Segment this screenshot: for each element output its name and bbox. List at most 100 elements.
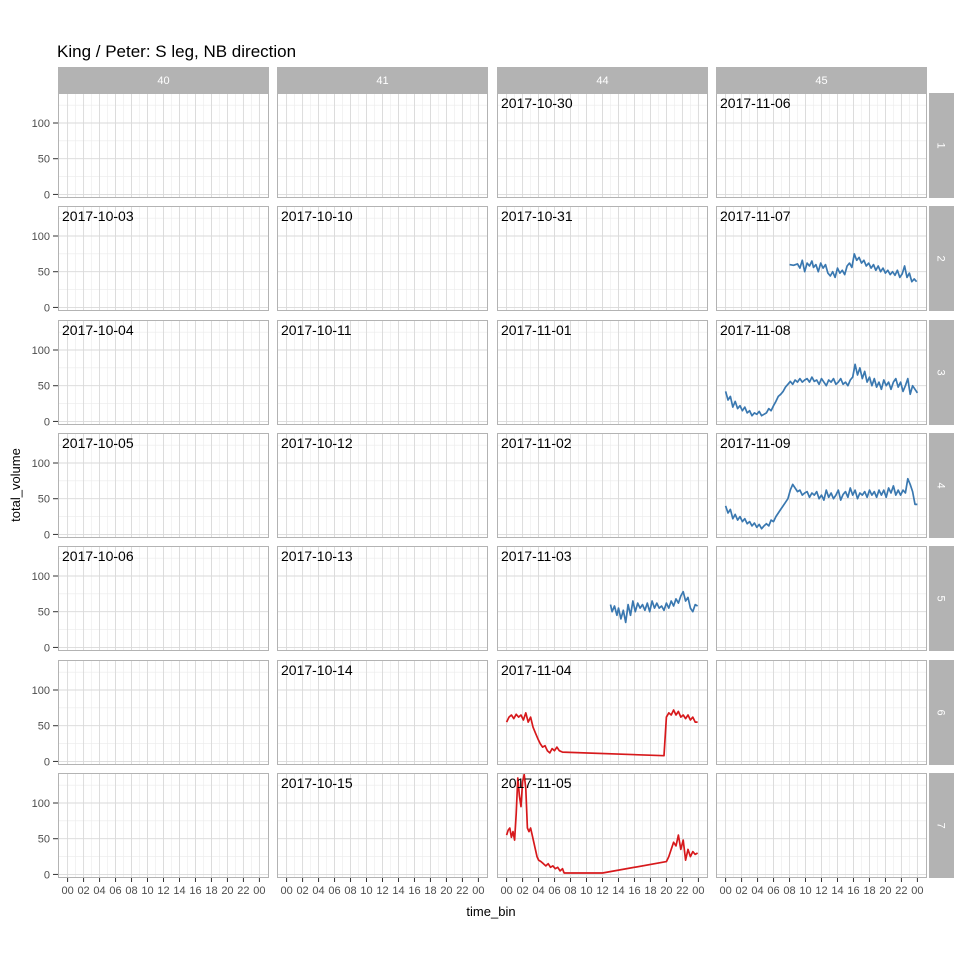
- panel-date-label: 2017-11-06: [720, 95, 791, 111]
- x-tick-label: 04: [532, 885, 544, 897]
- y-tick-label: 50: [38, 381, 50, 393]
- panel-r5-c3: [716, 660, 927, 765]
- strip-background: [929, 320, 954, 425]
- x-tick-label: 16: [847, 885, 859, 897]
- y-tick-label: 50: [38, 721, 50, 733]
- y-tick-label: 100: [32, 798, 50, 810]
- panel-border: [277, 773, 488, 878]
- panel-date-label: 2017-10-15: [281, 775, 353, 791]
- panel-date-label: 2017-11-07: [720, 208, 791, 224]
- col-strip-label: 41: [376, 75, 388, 87]
- row-strip-label: 7: [935, 822, 947, 828]
- x-tick-label: 10: [580, 885, 592, 897]
- row-strip-1: 1: [929, 93, 954, 198]
- col-strip-label: 40: [157, 75, 169, 87]
- panel-date-label: 2017-11-02: [501, 435, 572, 451]
- x-tick-label: 02: [735, 885, 747, 897]
- panel-date-label: 2017-10-31: [501, 208, 573, 224]
- strip-background: [929, 433, 954, 538]
- y-tick-label: 50: [38, 834, 50, 846]
- panel-r6-c0: [58, 773, 269, 878]
- row-strip-label: 2: [935, 255, 947, 261]
- row-strip-3: 3: [929, 320, 954, 425]
- panel-border: [277, 206, 488, 311]
- col-strip-label: 45: [815, 75, 827, 87]
- y-tick-label: 100: [32, 571, 50, 583]
- panel-r2-c3: 2017-11-08: [716, 320, 927, 425]
- panel-border: [58, 546, 269, 651]
- strip-background: [929, 773, 954, 878]
- x-tick-label: 14: [612, 885, 624, 897]
- panel-border: [277, 546, 488, 651]
- panel-border: [58, 206, 269, 311]
- row-strip-label: 5: [935, 595, 947, 601]
- x-tick-label: 10: [141, 885, 153, 897]
- chart-title: King / Peter: S leg, NB direction: [57, 42, 296, 61]
- x-tick-label: 18: [863, 885, 875, 897]
- panel-r2-c1: 2017-10-11: [277, 320, 488, 425]
- col-strip-41: 41: [277, 67, 488, 93]
- x-tick-label: 18: [424, 885, 436, 897]
- y-tick-label: 0: [44, 642, 50, 654]
- strip-background: [497, 67, 708, 93]
- x-tick-label: 00: [719, 885, 731, 897]
- x-tick-label: 00: [280, 885, 292, 897]
- x-tick-label: 14: [831, 885, 843, 897]
- strip-background: [929, 93, 954, 198]
- x-tick-label: 10: [799, 885, 811, 897]
- x-tick-label: 22: [237, 885, 249, 897]
- y-tick-label: 0: [44, 416, 50, 428]
- series-line-2017-11-04: [505, 709, 698, 757]
- x-tick-label: 16: [408, 885, 420, 897]
- panel-border: [716, 546, 927, 651]
- strip-background: [58, 67, 269, 93]
- panel-r3-c0: 2017-10-05: [58, 433, 269, 538]
- x-tick-label: 04: [93, 885, 105, 897]
- panel-date-label: 2017-10-10: [281, 208, 353, 224]
- panel-date-label: 2017-11-09: [720, 435, 791, 451]
- panel-r3-c2: 2017-11-02: [497, 433, 708, 538]
- x-tick-label: 12: [157, 885, 169, 897]
- panel-date-label: 2017-10-11: [281, 322, 352, 338]
- panel-border: [277, 320, 488, 425]
- panel-r1-c3: 2017-11-07: [716, 206, 927, 311]
- y-tick-label: 100: [32, 685, 50, 697]
- panel-r2-c0: 2017-10-04: [58, 320, 269, 425]
- panel-date-label: 2017-11-05: [501, 775, 572, 791]
- x-tick-label: 18: [644, 885, 656, 897]
- y-tick-label: 0: [44, 529, 50, 541]
- x-tick-label: 06: [109, 885, 121, 897]
- y-tick-label: 0: [44, 756, 50, 768]
- panel-r4-c3: [716, 546, 927, 651]
- x-tick-label: 10: [360, 885, 372, 897]
- x-tick-label: 00: [911, 885, 923, 897]
- panel-date-label: 2017-10-12: [281, 435, 353, 451]
- panel-border: [497, 206, 708, 311]
- panel-r3-c3: 2017-11-09: [716, 433, 927, 538]
- x-tick-label: 04: [751, 885, 763, 897]
- y-tick-label: 0: [44, 869, 50, 881]
- x-tick-label: 08: [125, 885, 137, 897]
- x-tick-label: 02: [77, 885, 89, 897]
- x-tick-label: 20: [660, 885, 672, 897]
- panel-border: [58, 320, 269, 425]
- panel-r2-c2: 2017-11-01: [497, 320, 708, 425]
- y-tick-label: 50: [38, 154, 50, 166]
- row-strip-label: 6: [935, 709, 947, 715]
- panel-date-label: 2017-10-14: [281, 662, 353, 678]
- panel-date-label: 2017-10-04: [62, 322, 134, 338]
- y-tick-label: 50: [38, 494, 50, 506]
- y-tick-label: 100: [32, 458, 50, 470]
- panel-border: [716, 773, 927, 878]
- row-strip-label: 3: [935, 369, 947, 375]
- x-tick-label: 04: [312, 885, 324, 897]
- y-tick-label: 0: [44, 302, 50, 314]
- x-tick-label: 00: [500, 885, 512, 897]
- col-strip-label: 44: [596, 75, 608, 87]
- panel-r5-c0: [58, 660, 269, 765]
- panel-border: [58, 433, 269, 538]
- panel-r1-c1: 2017-10-10: [277, 206, 488, 311]
- strip-background: [716, 67, 927, 93]
- x-tick-label: 20: [221, 885, 233, 897]
